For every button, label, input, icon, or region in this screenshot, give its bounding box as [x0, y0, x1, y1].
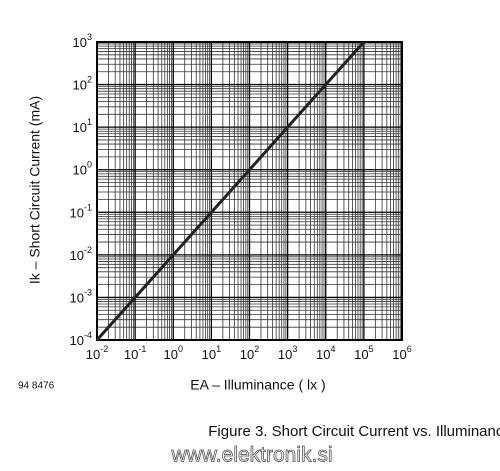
x-tick-label: 104 [316, 344, 335, 362]
tick-base: 10 [86, 347, 100, 362]
y-tick-label: 10-3 [70, 288, 92, 306]
tick-base: 10 [70, 291, 84, 306]
x-tick-label: 106 [392, 344, 411, 362]
y-tick-label: 10-4 [70, 330, 92, 348]
x-tick-label: 100 [164, 344, 183, 362]
tick-exponent: -1 [138, 344, 146, 354]
tick-base: 10 [70, 206, 84, 221]
tick-base: 10 [73, 121, 87, 136]
tick-exponent: -2 [84, 245, 92, 255]
x-tick-label: 10-2 [86, 344, 108, 362]
caption: Figure 3. Short Circuit Current vs. Illu… [208, 423, 500, 440]
tick-base: 10 [240, 347, 254, 362]
tick-exponent: 0 [87, 160, 92, 170]
tick-base: 10 [70, 248, 84, 263]
y-tick-label: 103 [73, 32, 92, 50]
tick-base: 10 [124, 347, 138, 362]
tick-exponent: -2 [100, 344, 108, 354]
tick-exponent: 5 [369, 344, 374, 354]
data-line [95, 40, 365, 342]
tick-exponent: 0 [178, 344, 183, 354]
tick-exponent: -1 [84, 203, 92, 213]
tick-base: 10 [164, 347, 178, 362]
x-axis-label: EA – Illuminance ( lx ) [190, 377, 325, 393]
tick-base: 10 [354, 347, 368, 362]
tick-exponent: -4 [84, 330, 92, 340]
tick-base: 10 [202, 347, 216, 362]
tick-exponent: 4 [330, 344, 335, 354]
y-axis-label: Ik – Short Circuit Current (mA) [27, 96, 43, 284]
tick-base: 10 [70, 333, 84, 348]
x-tick-label: 101 [202, 344, 221, 362]
tick-exponent: 3 [292, 344, 297, 354]
figure-code: 94 8476 [18, 381, 55, 392]
x-tick-label: 10-1 [124, 344, 146, 362]
tick-exponent: 3 [87, 32, 92, 42]
tick-base: 10 [278, 347, 292, 362]
plot-frame [96, 41, 403, 341]
x-tick-label: 102 [240, 344, 259, 362]
tick-exponent: 2 [254, 344, 259, 354]
tick-exponent: 6 [407, 344, 412, 354]
tick-exponent: 1 [216, 344, 221, 354]
tick-base: 10 [392, 347, 406, 362]
y-tick-label: 102 [73, 75, 92, 93]
y-tick-label: 10-2 [70, 245, 92, 263]
x-tick-label: 103 [278, 344, 297, 362]
tick-base: 10 [73, 35, 87, 50]
watermark: www.elektronik.si [170, 444, 332, 467]
tick-exponent: 1 [87, 118, 92, 128]
y-tick-label: 101 [73, 118, 92, 136]
tick-exponent: 2 [87, 75, 92, 85]
tick-base: 10 [73, 163, 87, 178]
tick-base: 10 [73, 78, 87, 93]
tick-exponent: -3 [84, 288, 92, 298]
y-tick-label: 10-1 [70, 203, 92, 221]
tick-base: 10 [316, 347, 330, 362]
x-tick-label: 105 [354, 344, 373, 362]
y-tick-label: 100 [73, 160, 92, 178]
